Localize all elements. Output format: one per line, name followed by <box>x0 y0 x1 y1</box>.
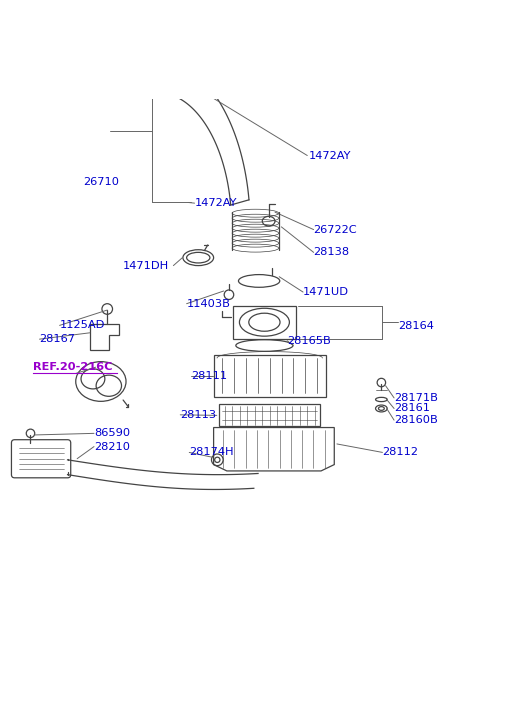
Text: 86590: 86590 <box>94 428 130 438</box>
Text: 28113: 28113 <box>180 410 217 419</box>
Text: 1472AY: 1472AY <box>309 150 351 161</box>
Text: 1125AD: 1125AD <box>60 321 105 330</box>
Text: 1472AY: 1472AY <box>195 198 237 208</box>
Text: 28111: 28111 <box>191 371 227 381</box>
Text: 28171B: 28171B <box>394 393 438 403</box>
Text: 1471UD: 1471UD <box>303 287 349 297</box>
Text: 28138: 28138 <box>314 247 350 257</box>
Text: 28164: 28164 <box>398 321 434 332</box>
Bar <box>233 306 296 339</box>
Text: 26722C: 26722C <box>314 225 358 235</box>
Text: 28112: 28112 <box>383 447 419 457</box>
Text: 28167: 28167 <box>39 334 76 344</box>
Text: REF.20-216C: REF.20-216C <box>33 362 113 372</box>
Text: 26710: 26710 <box>84 177 119 187</box>
Text: 28160B: 28160B <box>394 415 438 425</box>
Text: 28210: 28210 <box>94 441 130 451</box>
Text: 28165B: 28165B <box>287 336 331 346</box>
Text: 28174H: 28174H <box>189 447 234 457</box>
Bar <box>219 404 320 427</box>
Text: 28161: 28161 <box>394 403 430 414</box>
Text: 11403B: 11403B <box>187 299 230 309</box>
Text: 1471DH: 1471DH <box>123 260 169 270</box>
